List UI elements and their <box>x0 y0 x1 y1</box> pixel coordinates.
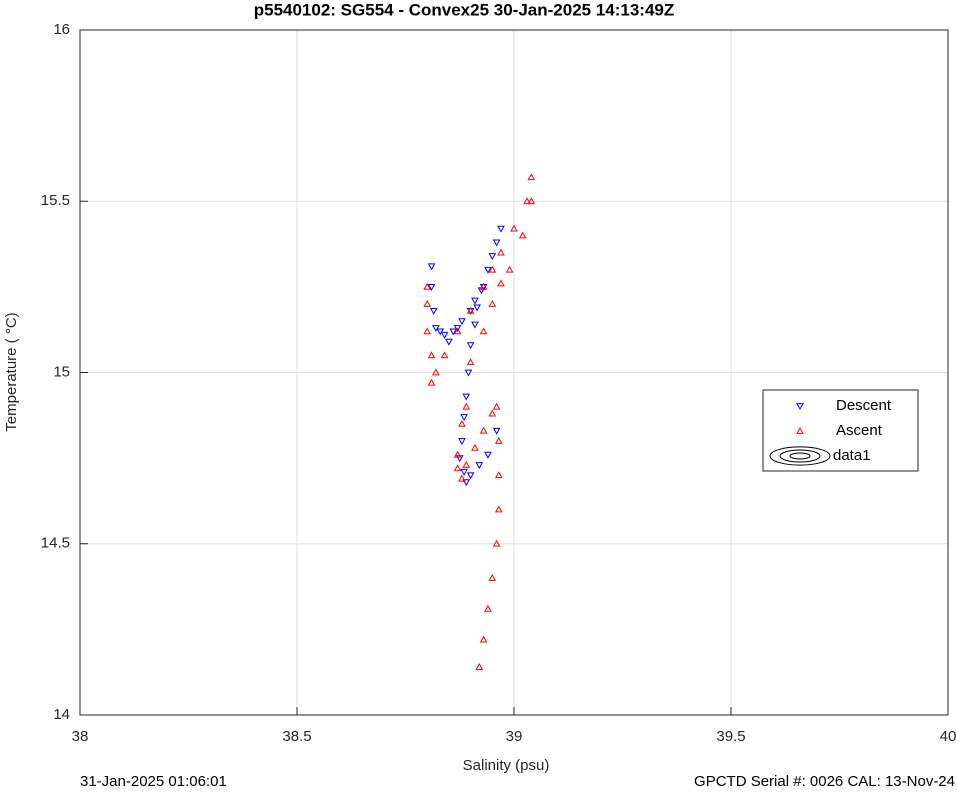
footer-right: GPCTD Serial #: 0026 CAL: 13-Nov-24 <box>694 773 955 790</box>
x-tick-label: 38.5 <box>282 728 311 745</box>
legend-icon <box>796 403 804 411</box>
legend-icon <box>796 426 804 434</box>
data-point <box>510 224 518 232</box>
data-point <box>466 358 475 366</box>
data-point <box>427 283 436 291</box>
data-point <box>488 573 497 581</box>
data-point <box>464 369 473 377</box>
data-point <box>427 378 436 386</box>
data-point <box>497 225 505 233</box>
data-point <box>527 173 536 181</box>
legend-box <box>762 389 919 472</box>
data-point <box>518 231 527 239</box>
data-point <box>494 505 503 513</box>
data-point <box>466 472 475 480</box>
data-point <box>479 426 488 434</box>
data-point <box>492 427 501 435</box>
data-point <box>460 414 468 422</box>
x-axis-label: Salinity (psu) <box>463 757 550 774</box>
data-point <box>462 402 471 410</box>
data-point <box>484 604 492 612</box>
data-point <box>458 419 466 427</box>
data-point <box>445 338 453 346</box>
data-point <box>462 393 471 401</box>
data-point <box>458 318 466 326</box>
data-point <box>436 328 445 336</box>
data-point <box>458 474 466 482</box>
data-point <box>453 327 462 335</box>
data-point <box>453 450 462 458</box>
y-axis-label: Temperature ( °C) <box>3 312 20 431</box>
data-point <box>523 197 531 205</box>
data-point <box>527 197 536 205</box>
y-tick-label: 14 <box>53 706 70 723</box>
data-point <box>497 279 505 287</box>
legend-label: data1 <box>833 447 871 464</box>
data-point <box>423 282 432 290</box>
x-tick-label: 39.5 <box>716 728 745 745</box>
data-point <box>497 248 505 256</box>
data-point <box>479 635 488 643</box>
plot-frame <box>79 29 949 716</box>
data-point <box>453 325 462 333</box>
chart-title: p5540102: SG554 - Convex25 30-Jan-2025 1… <box>254 0 675 19</box>
data-point <box>462 460 471 468</box>
data-point <box>449 328 458 336</box>
data-point <box>494 436 503 444</box>
data-point <box>484 266 492 274</box>
x-tick-label: 39 <box>506 728 523 745</box>
data-point <box>479 327 488 335</box>
data-point <box>427 263 436 271</box>
data-point <box>473 304 481 312</box>
data-point <box>471 443 479 451</box>
x-tick-label: 40 <box>940 728 957 745</box>
data-point <box>475 663 484 670</box>
legend-label: Descent <box>836 397 892 414</box>
data-point <box>505 265 514 273</box>
data-point <box>494 471 503 479</box>
y-tick-label: 15.5 <box>41 192 70 209</box>
data-point <box>471 297 479 305</box>
data-point <box>427 351 436 359</box>
data-point <box>460 468 468 476</box>
legend-icon <box>789 452 811 460</box>
y-tick-label: 15 <box>53 363 70 380</box>
data-point <box>453 464 462 472</box>
data-point <box>475 462 484 470</box>
data-point <box>484 451 492 459</box>
legend-icon <box>779 449 821 463</box>
data-point <box>429 307 438 315</box>
data-point <box>492 539 501 547</box>
data-point <box>458 438 466 446</box>
footer-left: 31-Jan-2025 01:06:01 <box>80 773 227 790</box>
data-point <box>488 409 497 417</box>
legend-icon <box>769 446 831 466</box>
data-point <box>440 331 449 339</box>
data-point <box>432 325 440 333</box>
data-point <box>466 342 475 350</box>
data-point <box>432 368 440 376</box>
x-tick-label: 38 <box>72 728 89 745</box>
data-point <box>423 327 432 335</box>
y-tick-label: 14.5 <box>41 535 70 552</box>
data-point <box>488 253 497 261</box>
data-point <box>479 282 488 290</box>
data-point <box>492 239 501 247</box>
data-point <box>492 402 501 410</box>
data-point <box>466 306 475 314</box>
y-tick-label: 16 <box>53 21 70 38</box>
legend-label: Ascent <box>836 422 883 439</box>
data-point <box>423 299 432 307</box>
data-point <box>488 265 497 273</box>
data-point <box>462 479 471 487</box>
data-point <box>440 351 449 359</box>
data-point <box>471 321 479 329</box>
data-point <box>488 299 497 307</box>
